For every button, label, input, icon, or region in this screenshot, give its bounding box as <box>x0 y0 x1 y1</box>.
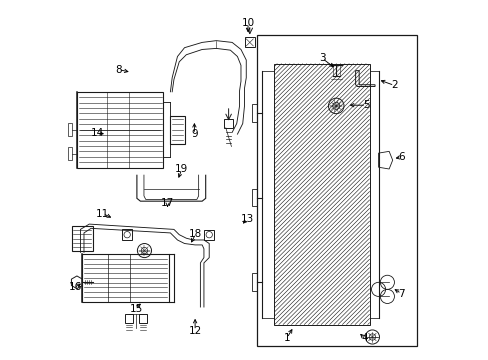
Text: 10: 10 <box>241 18 254 28</box>
Bar <box>138 314 147 323</box>
Bar <box>224 119 232 128</box>
Bar <box>68 147 71 160</box>
Bar <box>71 226 93 251</box>
Text: 5: 5 <box>362 100 369 110</box>
Text: 2: 2 <box>390 80 397 90</box>
Text: 8: 8 <box>115 64 122 75</box>
Bar <box>122 229 132 240</box>
Text: 7: 7 <box>397 289 404 298</box>
Text: 18: 18 <box>189 229 202 239</box>
Bar <box>204 230 214 240</box>
Text: 4: 4 <box>361 333 367 343</box>
Text: 19: 19 <box>175 165 188 174</box>
Text: 16: 16 <box>69 282 82 292</box>
Text: 1: 1 <box>283 333 289 343</box>
Bar <box>124 314 133 323</box>
Text: 9: 9 <box>191 129 197 139</box>
Bar <box>256 35 417 346</box>
Bar <box>251 104 256 122</box>
Bar <box>68 123 71 136</box>
Polygon shape <box>77 92 163 168</box>
Text: 17: 17 <box>161 198 174 208</box>
Text: 14: 14 <box>90 128 103 138</box>
Text: 6: 6 <box>397 152 404 162</box>
Text: 11: 11 <box>96 208 109 219</box>
Text: 3: 3 <box>318 53 325 63</box>
Bar <box>170 116 184 144</box>
Polygon shape <box>274 64 369 325</box>
Text: 15: 15 <box>129 305 142 315</box>
Bar <box>244 37 254 48</box>
Polygon shape <box>82 254 168 302</box>
Bar <box>251 189 256 207</box>
Text: 12: 12 <box>188 326 202 336</box>
Text: 13: 13 <box>240 214 253 224</box>
Bar <box>251 274 256 291</box>
